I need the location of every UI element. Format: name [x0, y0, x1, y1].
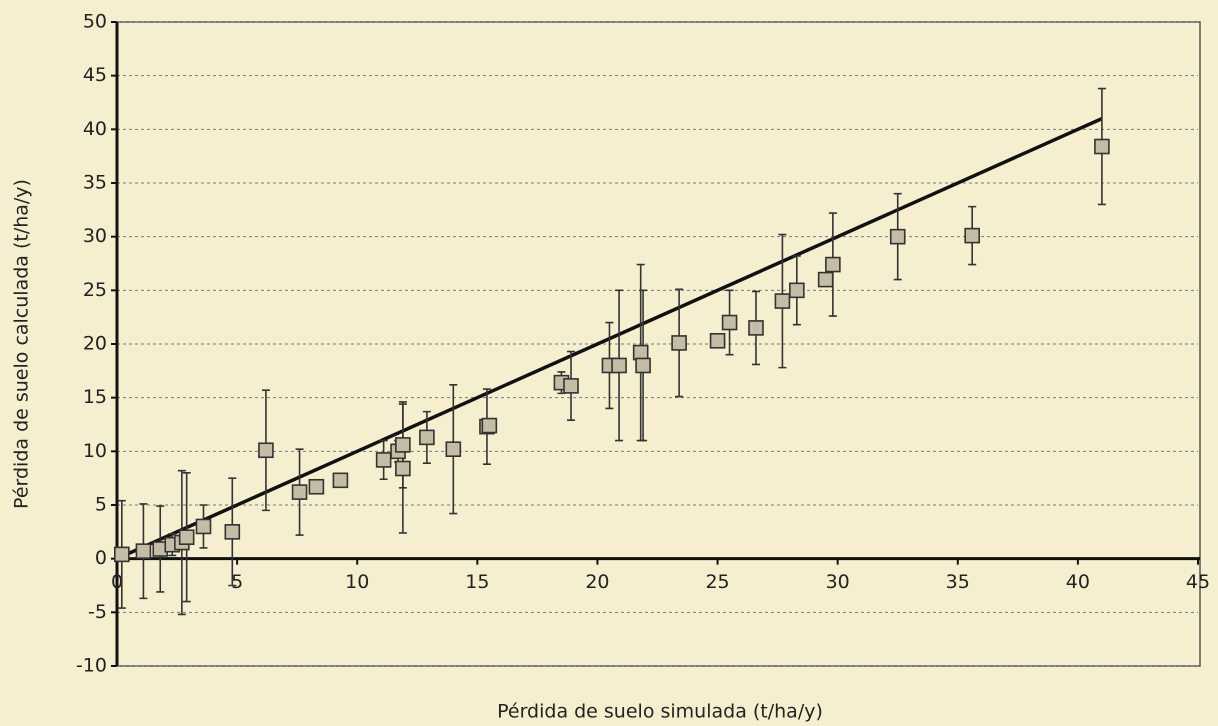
marker — [611, 357, 627, 374]
marker — [817, 271, 834, 288]
marker — [419, 429, 435, 446]
y-axis-label: Pérdida de suelo calculada (t/ha/y) — [11, 179, 33, 509]
x-tick-label: 10 — [345, 571, 369, 593]
x-tick-label: 25 — [705, 571, 729, 593]
marker — [308, 478, 325, 495]
y-tick-label: 30 — [83, 225, 107, 247]
marker — [789, 282, 805, 299]
y-tick-label: 20 — [83, 333, 107, 355]
marker — [445, 441, 462, 457]
marker — [332, 472, 349, 489]
marker — [825, 256, 841, 273]
x-tick-label: 0 — [111, 571, 123, 593]
x-tick-label: 45 — [1186, 571, 1210, 593]
marker — [563, 378, 579, 394]
x-tick-label: 20 — [585, 571, 609, 593]
marker — [721, 314, 738, 331]
marker — [224, 524, 241, 540]
marker — [774, 293, 791, 309]
marker — [632, 344, 649, 361]
marker — [1094, 138, 1110, 155]
y-tick-label: 10 — [83, 440, 107, 462]
marker — [178, 529, 195, 546]
marker — [889, 228, 906, 245]
marker — [481, 417, 498, 434]
y-tick-label: 0 — [95, 547, 107, 569]
marker — [964, 227, 980, 244]
x-axis-label: Pérdida de suelo simulada (t/ha/y) — [497, 701, 823, 723]
marker — [291, 484, 308, 500]
y-tick-label: 5 — [95, 494, 107, 516]
marker — [671, 335, 687, 351]
y-tick-label: -10 — [76, 655, 107, 677]
y-tick-label: 50 — [83, 11, 107, 33]
x-tick-label: 15 — [465, 571, 489, 593]
x-tick-label: 5 — [231, 571, 243, 593]
marker — [635, 357, 651, 374]
y-tick-label: 45 — [83, 64, 107, 86]
marker — [748, 320, 764, 336]
x-tick-label: 30 — [826, 571, 850, 593]
marker — [258, 442, 274, 459]
marker — [195, 518, 212, 535]
marker — [114, 546, 130, 563]
y-tick-label: 35 — [83, 172, 107, 194]
marker — [709, 332, 726, 349]
marker — [395, 460, 411, 477]
x-tick-label: 40 — [1066, 571, 1090, 593]
y-tick-label: 25 — [83, 279, 107, 301]
x-tick-label: 35 — [946, 571, 970, 593]
marker — [135, 543, 152, 559]
y-tick-label: 15 — [83, 386, 107, 408]
y-tick-label: -5 — [88, 601, 107, 623]
y-tick-label: 40 — [83, 118, 107, 140]
marker — [395, 437, 411, 453]
marker — [375, 452, 392, 468]
